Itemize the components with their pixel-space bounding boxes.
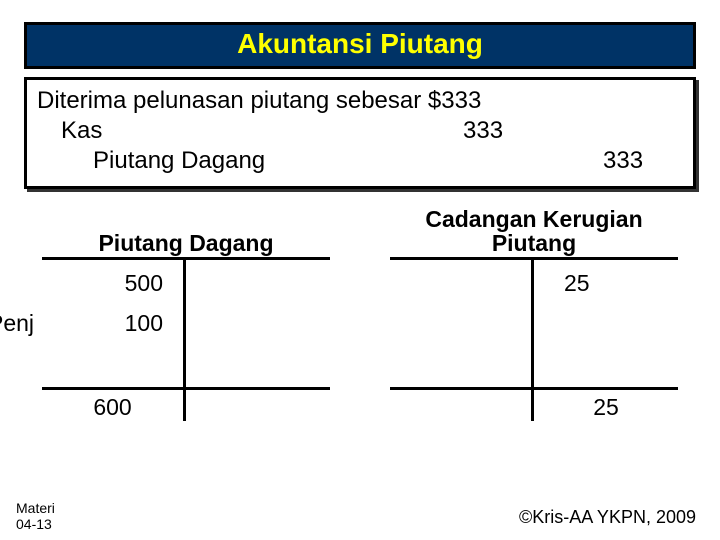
t-account-total-credit: 25: [534, 387, 678, 421]
t-account-debit-value: 100: [125, 312, 163, 335]
journal-account-kas: Kas: [61, 116, 102, 146]
journal-credit-amount: 333: [603, 146, 683, 176]
journal-entry-box: Diterima pelunasan piutang sebesar $333 …: [24, 77, 696, 189]
slide-title: Akuntansi Piutang: [237, 28, 483, 59]
t-account-piutang-dagang: Piutang Dagang Penj 500 100 600: [42, 207, 330, 421]
journal-debit-amount: 333: [463, 116, 603, 146]
journal-account-piutang: Piutang Dagang: [93, 146, 265, 176]
t-account-credit-side: [186, 260, 330, 387]
t-account-totals: 25: [390, 387, 678, 421]
t-account-credit-side: 25: [534, 260, 678, 387]
t-account-totals: 600: [42, 387, 330, 421]
t-account-total-credit: [186, 387, 330, 421]
t-account-debit-side: 500 100: [42, 260, 186, 387]
journal-description: Diterima pelunasan piutang sebesar $333: [37, 86, 683, 116]
journal-line-piutang: Piutang Dagang 333: [37, 146, 683, 176]
t-account-cadangan-kerugian: Cadangan Kerugian Piutang 25 25: [390, 207, 678, 421]
footer-left: Materi 04-13: [16, 500, 55, 532]
footer-code: 04-13: [16, 516, 55, 532]
title-bar: Akuntansi Piutang: [24, 22, 696, 69]
t-account-body: Penj 500 100: [42, 257, 330, 387]
journal-line-kas: Kas 333: [37, 116, 683, 146]
t-account-credit-value: 25: [564, 272, 590, 295]
t-account-title: Cadangan Kerugian Piutang: [390, 207, 678, 257]
t-account-body: 25: [390, 257, 678, 387]
t-account-debit-value: 500: [125, 272, 163, 295]
t-account-total-debit: 600: [42, 387, 186, 421]
t-account-row-label-penj: Penj: [0, 312, 34, 335]
t-account-debit-side: [390, 260, 534, 387]
footer-copyright: ©Kris-AA YKPN, 2009: [519, 507, 696, 528]
t-accounts-area: Piutang Dagang Penj 500 100 600 Cadangan…: [24, 189, 696, 421]
t-account-total-debit: [390, 387, 534, 421]
slide: Akuntansi Piutang Diterima pelunasan piu…: [0, 0, 720, 540]
footer-materi: Materi: [16, 500, 55, 516]
t-account-title: Piutang Dagang: [42, 207, 330, 257]
